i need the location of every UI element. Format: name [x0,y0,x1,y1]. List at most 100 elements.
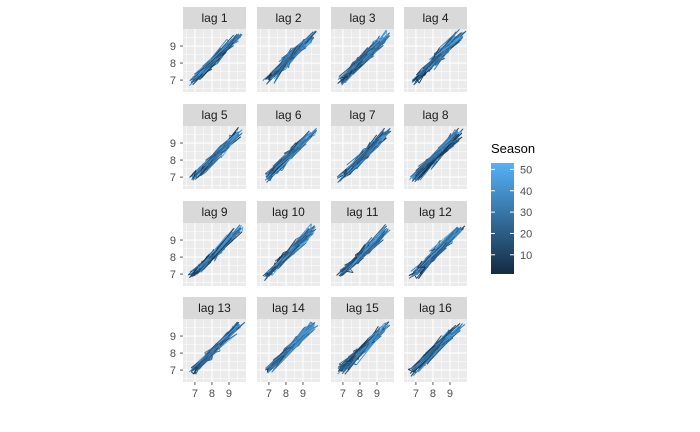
lag-segment [272,148,292,167]
lag-segment [205,156,222,173]
lag-segment [377,327,380,333]
facet-panel: lag 3 [331,7,394,92]
facet-strip-label: lag 9 [201,205,227,219]
lag-segment [378,30,388,42]
lag-segment [372,135,385,143]
lag-segment [438,234,452,248]
lag-segment [194,59,218,80]
lag-segment [348,236,384,270]
lag-segment [300,326,315,342]
facet-strip-label: lag 1 [201,11,227,25]
facet-panel: lag 2 [257,7,320,92]
facet-strip-label: lag 10 [272,205,305,219]
facet-strip-label: lag 13 [198,301,231,315]
facet-strip-label: lag 4 [422,11,448,25]
lag-segment [266,272,269,276]
lag-segment [418,266,426,279]
lag-segment [310,321,315,326]
lag-segment [457,131,463,135]
lag-segment [199,74,203,81]
facet-strip [257,7,320,29]
lag-segment [366,34,390,56]
lag-segment [442,130,459,152]
lag-segment [347,367,349,372]
facet-strip-label: lag 15 [346,301,379,315]
lag-segment [418,241,448,279]
x-tick-label: 9 [447,388,453,400]
lag-segment [285,57,289,62]
lag-segment [434,139,453,155]
lag-segment [339,369,345,372]
lag-segment [337,64,363,84]
lag-segment [191,270,199,277]
lag-segment [439,29,460,49]
legend-tick-label: 20 [520,228,532,240]
lag-segment [412,356,424,369]
lag-segment [200,234,228,267]
y-tick-label: 7 [170,75,176,87]
lag-series [336,127,392,183]
lag-segment [453,35,457,39]
lag-segment [194,173,198,179]
lag-segment [310,36,315,43]
lag-segment [200,149,226,172]
lag-series [336,224,391,277]
facet-strip-label: lag 14 [272,301,305,315]
lag-series [407,323,466,377]
lag-segment [365,330,386,352]
lag-segment [355,328,386,357]
lag-segment [360,232,386,258]
facet-strip [183,297,246,319]
lag-segment [193,169,197,179]
lag-segment [273,144,306,170]
facet-strip [331,104,394,126]
lag-segment [433,336,448,356]
lag-segment [417,62,431,76]
lag-segment [211,140,228,161]
lag-segment [196,170,204,179]
facet-strip-label: lag 8 [422,108,448,122]
x-tick-label: 7 [266,388,272,400]
lag-segment [189,169,197,178]
y-tick-label: 9 [170,41,176,53]
y-tick-label: 7 [170,172,176,184]
y-tick-label: 8 [170,58,176,70]
facet-panel: lag 16 7 8 9 [404,297,467,400]
lag-segment [214,228,242,259]
lag-segment [356,253,362,258]
x-tick-label: 8 [209,388,215,400]
facet-strip-label: lag 5 [201,108,227,122]
lag-segment [271,333,310,373]
lag-segment [336,267,345,276]
lag-segment [203,237,233,271]
lag-segment [270,248,295,270]
lag-segment [433,333,457,356]
y-tick-label: 7 [170,269,176,281]
lag-segment [412,74,420,82]
lag-segment [276,335,297,365]
facet-strip [331,7,394,29]
lag-segment [429,336,446,355]
lag-segment [207,350,221,356]
legend-tick-label: 40 [520,186,532,198]
lag-segment [302,42,307,49]
lag-segment [368,331,379,343]
facet-panel: lag 6 [257,104,320,189]
facet-strip [331,297,394,319]
facet-strip-label: lag 12 [419,205,452,219]
lag-segment [290,134,307,149]
lag-segment [295,336,299,342]
lag-segment [428,235,456,266]
x-tick-label: 9 [226,388,232,400]
facet-strip [404,7,467,29]
x-tick-label: 8 [357,388,363,400]
lag-segment [203,251,217,271]
facet-strip [404,104,467,126]
lag-segment [194,338,227,368]
facet-panel: lag 15 7 8 9 [331,297,394,400]
lag-segment [210,324,240,358]
lag-segment [300,321,311,339]
facet-strip-label: lag 2 [275,11,301,25]
lag-segment [428,254,432,266]
lag-segment [347,338,369,363]
